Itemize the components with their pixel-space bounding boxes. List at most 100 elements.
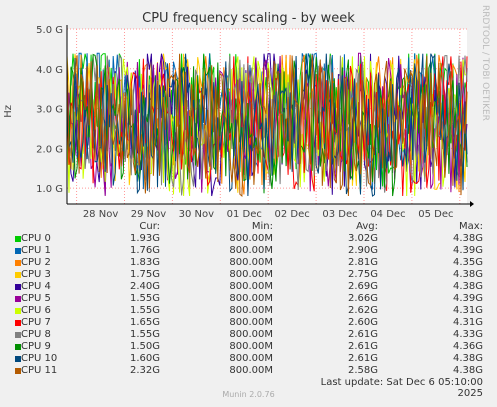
legend-cur-value: 1.55G (129, 293, 160, 304)
x-tick-label: 04 Dec (370, 209, 405, 220)
series-line (66, 53, 468, 197)
legend-cur-value: 1.65G (129, 317, 160, 328)
legend-avg-value: 2.60G (347, 317, 378, 328)
legend-row: CPU 9 1.50G 800.00M 2.61G 4.36G (0, 341, 497, 353)
legend-avg-value: 2.66G (347, 293, 378, 304)
legend-series-name: CPU 10 (21, 353, 58, 364)
x-tick-label: 05 Dec (418, 209, 453, 220)
legend-min-value: 800.00M (229, 269, 273, 280)
legend-swatch (15, 344, 21, 350)
legend-min-value: 800.00M (229, 329, 273, 340)
y-tick-label: 5.0 G (36, 25, 63, 36)
legend-series-name: CPU 5 (21, 293, 51, 304)
legend-cur-value: 1.75G (129, 269, 160, 280)
legend-min-value: 800.00M (229, 365, 273, 376)
legend-swatch (15, 332, 21, 338)
col-max-header: Max: (458, 221, 483, 232)
legend-min-value: 800.00M (229, 281, 273, 292)
legend-max-value: 4.33G (452, 329, 483, 340)
legend-min-value: 800.00M (229, 317, 273, 328)
x-tick-labels: 28 Nov 29 Nov 30 Nov 01 Dec 02 Dec 03 Dec 04 D… (83, 209, 454, 220)
legend-min-value: 800.00M (229, 305, 273, 316)
legend-swatch (15, 248, 21, 254)
legend-min-value: 800.00M (229, 293, 273, 304)
legend-swatch (15, 368, 21, 374)
legend-series-name: CPU 2 (21, 257, 51, 268)
legend-avg-value: 2.75G (347, 269, 378, 280)
x-tick-label: 28 Nov (83, 209, 119, 220)
legend-max-value: 4.38G (452, 281, 483, 292)
y-tick-label: 4.0 G (36, 65, 63, 76)
legend-series-name: CPU 9 (21, 341, 51, 352)
legend-max-value: 4.39G (452, 245, 483, 256)
y-tick-label: 3.0 G (36, 105, 63, 116)
legend-series-name: CPU 4 (21, 281, 51, 292)
legend-max-value: 4.38G (452, 353, 483, 364)
legend-avg-value: 2.61G (347, 353, 378, 364)
legend-avg-value: 2.81G (347, 257, 378, 268)
legend-min-value: 800.00M (229, 353, 273, 364)
legend-cur-value: 1.55G (129, 329, 160, 340)
legend-series-name: CPU 6 (21, 305, 51, 316)
y-tick-label: 2.0 G (36, 144, 63, 155)
x-tick-label: 03 Dec (322, 209, 357, 220)
legend-cur-value: 1.76G (129, 245, 160, 256)
legend-swatch (15, 308, 21, 314)
legend-series-name: CPU 7 (21, 317, 51, 328)
legend-cur-value: 1.55G (129, 305, 160, 316)
legend-max-value: 4.35G (452, 257, 483, 268)
legend-avg-value: 2.62G (347, 305, 378, 316)
legend-series-name: CPU 3 (21, 269, 51, 280)
legend-row: CPU 0 1.93G 800.00M 3.02G 4.38G (0, 233, 497, 245)
legend-avg-value: 2.61G (347, 341, 378, 352)
col-cur-header: Cur: (139, 221, 160, 232)
legend-series-name: CPU 0 (21, 233, 51, 244)
chart-title: CPU frequency scaling - by week (142, 11, 355, 26)
legend-row: CPU 3 1.75G 800.00M 2.75G 4.38G (0, 269, 497, 281)
legend-avg-value: 2.61G (347, 329, 378, 340)
col-min-header: Min: (251, 221, 273, 232)
col-avg-header: Avg: (356, 221, 378, 232)
legend-header: Cur: Min: Avg: Max: (0, 221, 497, 233)
legend-row: CPU 2 1.83G 800.00M 2.81G 4.35G (0, 257, 497, 269)
legend-min-value: 800.00M (229, 233, 273, 244)
legend-swatch (15, 236, 21, 242)
legend-min-value: 800.00M (229, 245, 273, 256)
last-update: Last update: Sat Dec 6 05:10:00 2025 (320, 377, 483, 399)
legend-cur-value: 1.60G (129, 353, 160, 364)
x-tick-label: 29 Nov (131, 209, 167, 220)
legend-row: CPU 8 1.55G 800.00M 2.61G 4.33G (0, 329, 497, 341)
chart-plot: 1.0 G 2.0 G 3.0 G 4.0 G 5.0 G 28 Nov 29 Nov 30… (36, 25, 474, 220)
rrdtool-watermark: RRDTOOL / TOBI OETIKER (480, 5, 490, 121)
x-tick-label: 01 Dec (227, 209, 262, 220)
legend-cur-value: 1.50G (129, 341, 160, 352)
legend-swatch (15, 296, 21, 302)
legend-series-name: CPU 1 (21, 245, 51, 256)
legend-cur-value: 2.32G (129, 365, 160, 376)
munin-version: Munin 2.0.76 (222, 390, 275, 399)
series-line (66, 53, 468, 198)
legend-row: CPU 6 1.55G 800.00M 2.62G 4.31G (0, 305, 497, 317)
series-lines (66, 52, 468, 198)
legend-max-value: 4.31G (452, 305, 483, 316)
legend-max-value: 4.38G (452, 269, 483, 280)
legend-row: CPU 4 2.40G 800.00M 2.69G 4.38G (0, 281, 497, 293)
x-tick-label: 30 Nov (179, 209, 215, 220)
legend-min-value: 800.00M (229, 341, 273, 352)
legend-max-value: 4.38G (452, 233, 483, 244)
legend-cur-value: 1.93G (129, 233, 160, 244)
legend-avg-value: 2.58G (347, 365, 378, 376)
x-axis-arrow (470, 201, 474, 207)
legend-swatch (15, 272, 21, 278)
legend-avg-value: 3.02G (347, 233, 378, 244)
y-tick-labels: 1.0 G 2.0 G 3.0 G 4.0 G 5.0 G (36, 25, 63, 195)
legend-swatch (15, 356, 21, 362)
legend-swatch (15, 260, 21, 266)
legend-row: CPU 5 1.55G 800.00M 2.66G 4.39G (0, 293, 497, 305)
legend-min-value: 800.00M (229, 257, 273, 268)
legend-max-value: 4.38G (452, 365, 483, 376)
legend-row: CPU 11 2.32G 800.00M 2.58G 4.38G (0, 365, 497, 377)
legend-row: CPU 7 1.65G 800.00M 2.60G 4.31G (0, 317, 497, 329)
legend-max-value: 4.31G (452, 317, 483, 328)
legend-row: CPU 1 1.76G 800.00M 2.90G 4.39G (0, 245, 497, 257)
